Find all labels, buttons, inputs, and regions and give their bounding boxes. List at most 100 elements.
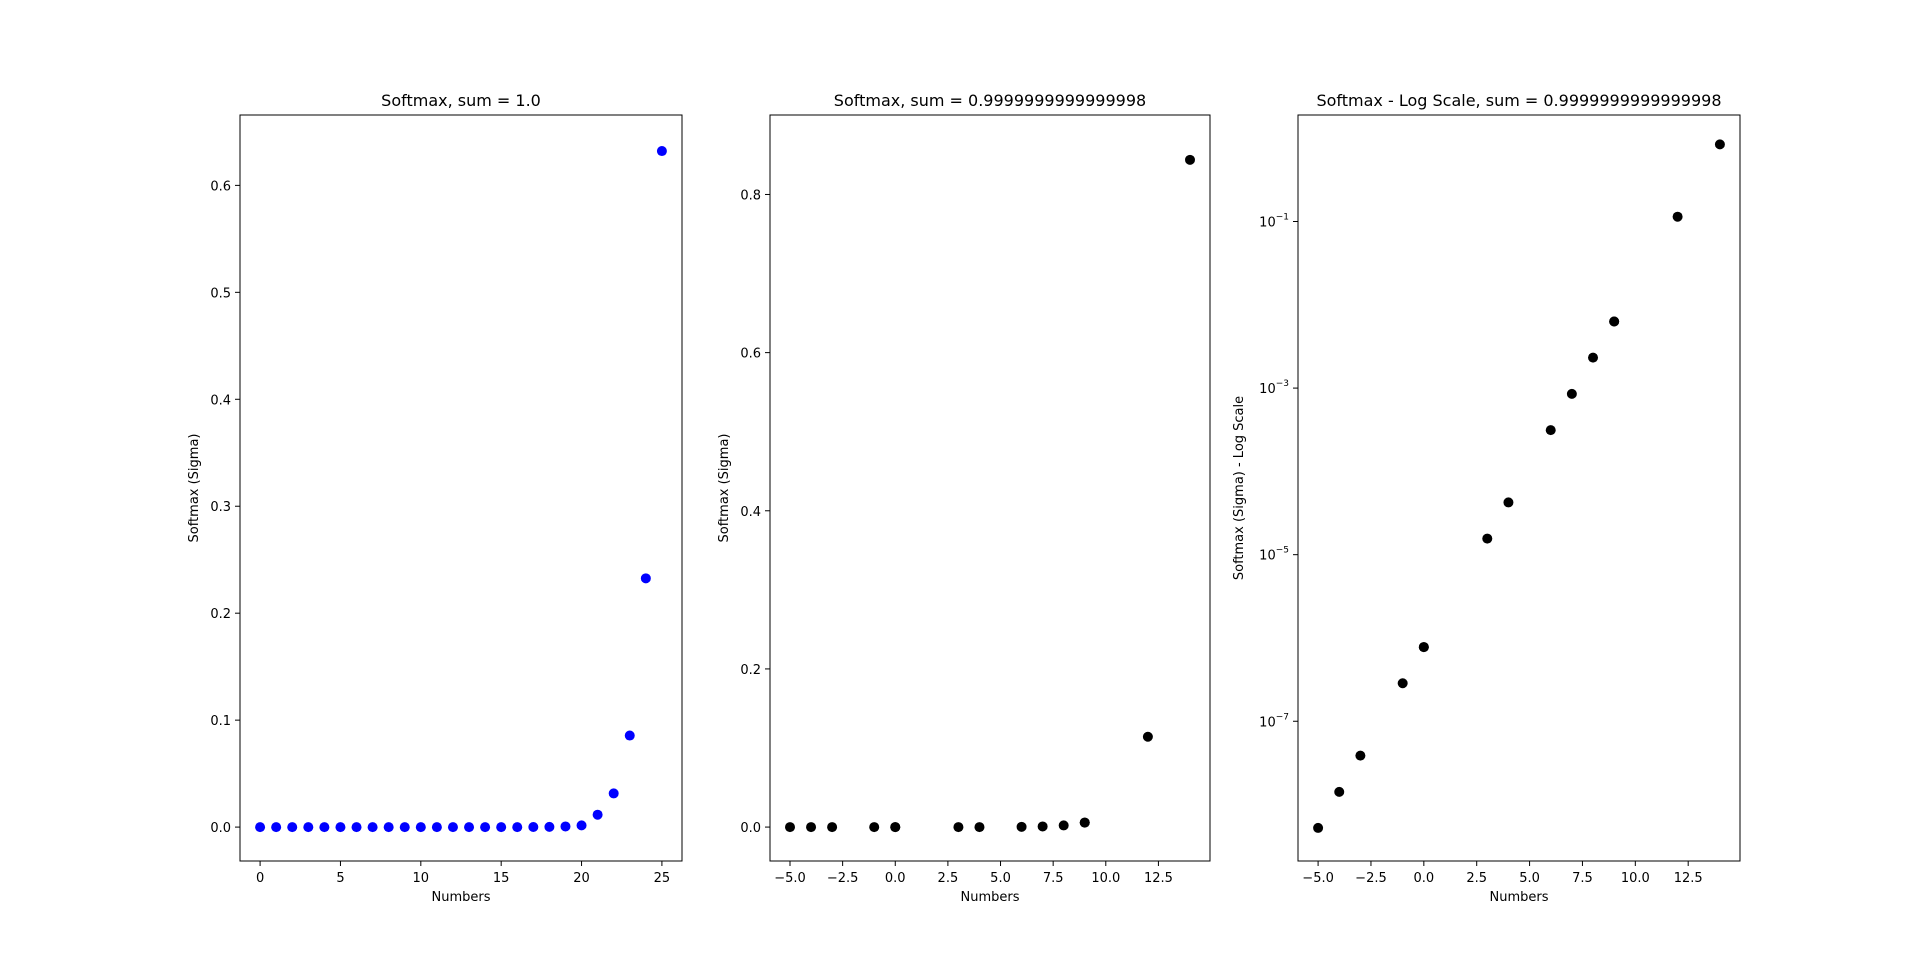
x-tick-label: −5.0 xyxy=(774,871,806,886)
data-point xyxy=(1672,211,1683,222)
y-tick-label: 0.1 xyxy=(210,714,231,729)
x-tick-label: 2.5 xyxy=(1466,871,1487,886)
data-point xyxy=(624,730,635,741)
y-axis-label: Softmax (Sigma) xyxy=(717,434,732,543)
y-axis-label: Softmax (Sigma) - Log Scale xyxy=(1232,396,1247,580)
data-point xyxy=(1355,750,1366,761)
data-point xyxy=(255,822,266,833)
axes-frame xyxy=(769,114,1211,862)
data-point xyxy=(1079,817,1090,828)
data-point xyxy=(271,822,282,833)
x-tick-label: 5.0 xyxy=(990,871,1011,886)
chart-title: Softmax, sum = 1.0 xyxy=(381,91,541,110)
data-point xyxy=(1503,497,1514,508)
data-point xyxy=(1037,821,1048,832)
y-axis-label: Softmax (Sigma) xyxy=(187,434,202,543)
data-point xyxy=(785,822,795,833)
data-point xyxy=(890,822,901,833)
x-tick-label: 15 xyxy=(493,871,510,886)
y-tick-label: 0.4 xyxy=(740,505,761,520)
data-point xyxy=(1714,139,1725,150)
x-tick-label: −2.5 xyxy=(827,871,859,886)
data-point xyxy=(287,822,298,833)
data-point xyxy=(303,822,314,833)
data-point xyxy=(1609,316,1620,327)
series-points xyxy=(785,154,1195,833)
series-points xyxy=(255,146,667,833)
subplot-2: −5.0 −2.5 0.0 2.5 5.0 7.5 10.0 12.5 0.0 0.2 0.4 0.6… xyxy=(717,91,1211,905)
y-tick-label: 0.8 xyxy=(740,188,761,203)
data-point xyxy=(399,822,410,833)
y-tick-label: 10−3 xyxy=(1259,379,1289,397)
axes-frame xyxy=(1297,114,1741,862)
y-tick-label: 0.4 xyxy=(210,393,231,408)
data-point xyxy=(351,822,362,833)
data-point xyxy=(806,822,817,833)
x-tick-label: 20 xyxy=(573,871,590,886)
y-tick-label: 0.0 xyxy=(210,821,231,836)
x-tick-label: 0 xyxy=(256,871,264,886)
data-point xyxy=(1142,731,1153,742)
x-tick-label: 10.0 xyxy=(1091,871,1120,886)
y-tick-label: 10−1 xyxy=(1259,213,1289,231)
data-point xyxy=(1313,822,1324,833)
y-tick-label: 0.6 xyxy=(740,347,761,362)
x-axis-label: Numbers xyxy=(432,890,491,905)
x-tick-label: 0.0 xyxy=(885,871,906,886)
data-point xyxy=(656,146,667,157)
data-point xyxy=(869,822,880,833)
y-tick-label: 10−5 xyxy=(1259,546,1289,564)
y-tick-label: 10−7 xyxy=(1259,712,1289,730)
x-tick-label: 25 xyxy=(654,871,671,886)
y-tick-label: 0.2 xyxy=(740,663,761,678)
y-tick-label: 0.2 xyxy=(210,607,231,622)
chart-title: Softmax, sum = 0.9999999999999998 xyxy=(834,91,1146,110)
x-tick-label: 10.0 xyxy=(1621,871,1650,886)
x-tick-label: −5.0 xyxy=(1302,871,1334,886)
data-point xyxy=(480,822,491,833)
data-point xyxy=(576,820,587,831)
x-tick-label: 5.0 xyxy=(1519,871,1540,886)
data-point xyxy=(1016,821,1027,832)
x-axis-label: Numbers xyxy=(961,890,1020,905)
data-point xyxy=(496,822,507,833)
data-point xyxy=(953,822,964,833)
data-point xyxy=(1397,678,1408,689)
data-point xyxy=(1334,786,1345,797)
x-tick-label: 0.0 xyxy=(1413,871,1434,886)
data-point xyxy=(367,822,378,833)
data-point xyxy=(1058,820,1069,831)
data-point xyxy=(974,822,985,833)
data-point xyxy=(431,822,442,833)
chart-title: Softmax - Log Scale, sum = 0.99999999999… xyxy=(1316,91,1721,110)
x-tick-label: 7.5 xyxy=(1043,871,1064,886)
data-point xyxy=(608,788,619,799)
x-tick-label: 12.5 xyxy=(1674,871,1703,886)
data-point xyxy=(827,822,838,833)
x-tick-label: 7.5 xyxy=(1572,871,1593,886)
data-point xyxy=(415,822,426,833)
x-tick-label: 5 xyxy=(336,871,344,886)
data-point xyxy=(447,822,458,833)
data-point xyxy=(544,821,555,832)
data-point xyxy=(1588,352,1599,363)
subplot-3: −5.0 −2.5 0.0 2.5 5.0 7.5 10.0 12.5 10−7 10−5 10−3… xyxy=(1232,91,1741,905)
data-point xyxy=(528,821,539,832)
y-tick-label: 0.6 xyxy=(210,179,231,194)
subplot-1: 0 5 10 15 20 25 0.0 0.1 0.2 0.3 0.4 0.5 0.6 Softmax, … xyxy=(187,91,683,905)
data-point xyxy=(1566,388,1577,399)
data-point xyxy=(335,822,346,833)
data-point xyxy=(1545,425,1556,436)
axes-frame xyxy=(239,114,683,862)
data-point xyxy=(1418,642,1429,653)
x-tick-label: 10 xyxy=(413,871,430,886)
y-tick-label: 0.5 xyxy=(210,286,231,301)
data-point xyxy=(383,822,394,833)
data-point xyxy=(464,822,475,833)
data-point xyxy=(640,573,651,584)
y-tick-label: 0.0 xyxy=(740,821,761,836)
series-points xyxy=(1313,139,1725,833)
y-tick-label: 0.3 xyxy=(210,500,231,515)
x-tick-label: 2.5 xyxy=(938,871,959,886)
